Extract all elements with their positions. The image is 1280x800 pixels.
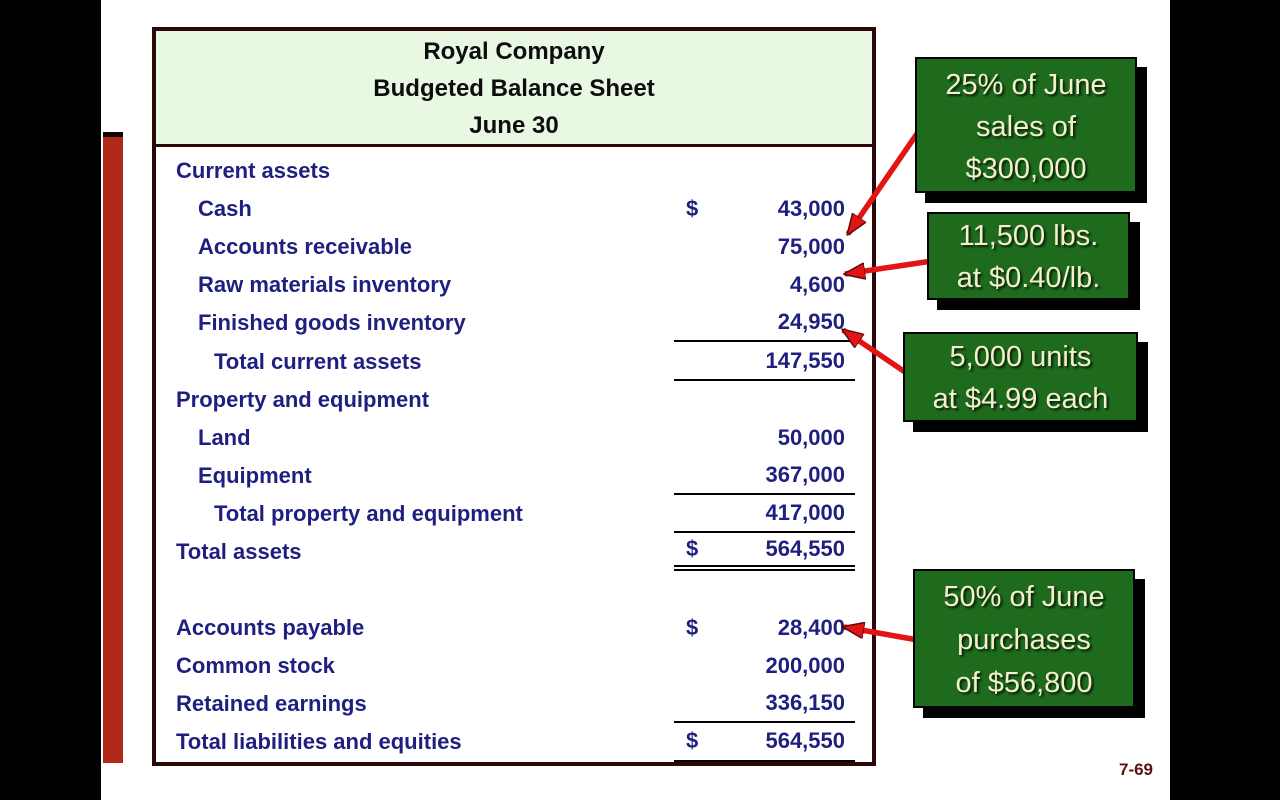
row-values: 4,600 bbox=[674, 266, 855, 304]
row-value: 367,000 bbox=[765, 461, 845, 487]
dollar-sign: $ bbox=[686, 535, 699, 561]
callout-raw-materials: 11,500 lbs. at $0.40/lb. bbox=[927, 212, 1130, 300]
row-value: 564,550 bbox=[765, 728, 845, 754]
row-value: 24,950 bbox=[777, 309, 845, 335]
row-label: Total current assets bbox=[214, 348, 422, 374]
row-label: Finished goods inventory bbox=[198, 310, 466, 336]
table-row: Retained earnings 336,150 bbox=[156, 685, 872, 724]
row-value: 417,000 bbox=[765, 499, 845, 525]
table-row: Property and equipment bbox=[156, 381, 872, 419]
row-values: $28,400 bbox=[674, 609, 855, 647]
row-values: $564,550 bbox=[674, 533, 855, 572]
row-label: Cash bbox=[198, 196, 252, 222]
row-value: 43,000 bbox=[777, 196, 845, 222]
table-row: Accounts receivable 75,000 bbox=[156, 228, 872, 266]
row-value: 147,550 bbox=[765, 347, 845, 373]
table-row: Total assets $564,550 bbox=[156, 533, 872, 572]
row-value: 336,150 bbox=[765, 690, 845, 716]
callout-finished-goods: 5,000 units at $4.99 each bbox=[903, 332, 1138, 422]
balance-sheet-table: Royal Company Budgeted Balance Sheet Jun… bbox=[152, 27, 876, 766]
row-values: 417,000 bbox=[674, 495, 855, 533]
callout-accounts-receivable: 25% of June sales of $300,000 bbox=[915, 57, 1137, 193]
row-values: 336,150 bbox=[674, 685, 855, 724]
table-row: Current assets bbox=[156, 152, 872, 190]
row-value: 75,000 bbox=[777, 234, 845, 260]
row-label: Current assets bbox=[176, 158, 331, 184]
row-value: 564,550 bbox=[765, 535, 845, 561]
row-values: $564,550 bbox=[674, 723, 855, 762]
table-row: Common stock 200,000 bbox=[156, 647, 872, 685]
right-black-bar bbox=[1170, 0, 1280, 800]
callout-text-line: purchases bbox=[957, 624, 1091, 656]
callout-text-line: 25% of June bbox=[945, 69, 1107, 101]
row-value: 4,600 bbox=[789, 272, 845, 298]
row-values bbox=[674, 381, 855, 419]
table-row bbox=[156, 571, 872, 609]
balance-sheet-body: Current assets Cash $43,000 Accounts receiv… bbox=[156, 147, 872, 762]
table-row: Land 50,000 bbox=[156, 419, 872, 457]
company-name: Royal Company bbox=[423, 38, 605, 65]
row-label: Equipment bbox=[198, 462, 312, 488]
row-label: Property and equipment bbox=[176, 386, 430, 412]
table-row: Equipment 367,000 bbox=[156, 457, 872, 495]
callout-text-line: sales of bbox=[976, 111, 1076, 143]
row-label: Raw materials inventory bbox=[198, 272, 452, 298]
row-values: 367,000 bbox=[674, 457, 855, 495]
dollar-sign: $ bbox=[686, 728, 699, 754]
table-row: Cash $43,000 bbox=[156, 190, 872, 228]
row-label: Total property and equipment bbox=[214, 500, 523, 526]
row-value: 200,000 bbox=[765, 653, 845, 679]
left-black-bar bbox=[0, 0, 101, 800]
page-number: 7-69 bbox=[1118, 760, 1154, 779]
row-label: Common stock bbox=[176, 653, 335, 679]
row-values: 24,950 bbox=[674, 304, 855, 343]
callout-text-line: 5,000 units bbox=[949, 341, 1092, 373]
table-row: Total liabilities and equities $564,550 bbox=[156, 723, 872, 762]
row-value: 28,400 bbox=[777, 615, 845, 641]
table-row: Raw materials inventory 4,600 bbox=[156, 266, 872, 304]
callout-text-line: $300,000 bbox=[965, 153, 1087, 185]
table-row: Accounts payable $28,400 bbox=[156, 609, 872, 647]
red-accent-bar bbox=[103, 132, 123, 763]
row-value: 50,000 bbox=[777, 424, 845, 450]
row-label: Land bbox=[198, 424, 251, 450]
row-label: Total assets bbox=[176, 538, 302, 564]
row-label: Retained earnings bbox=[176, 691, 367, 717]
dollar-sign: $ bbox=[686, 615, 699, 641]
callout-text-line: of $56,800 bbox=[955, 667, 1093, 699]
callout-text-line: at $0.40/lb. bbox=[956, 262, 1101, 294]
row-label: Accounts receivable bbox=[198, 234, 412, 260]
row-values: 200,000 bbox=[674, 647, 855, 685]
callout-accounts-payable: 50% of June purchases of $56,800 bbox=[913, 569, 1135, 708]
row-values bbox=[674, 571, 855, 609]
row-label: Accounts payable bbox=[176, 615, 365, 641]
callout-text-line: 11,500 lbs. bbox=[958, 220, 1099, 252]
row-values: 147,550 bbox=[674, 342, 855, 381]
row-values: $43,000 bbox=[674, 190, 855, 228]
row-values: 75,000 bbox=[674, 228, 855, 266]
table-header: Royal Company Budgeted Balance Sheet Jun… bbox=[156, 31, 872, 147]
table-row: Total property and equipment 417,000 bbox=[156, 495, 872, 533]
table-row: Total current assets 147,550 bbox=[156, 342, 872, 381]
row-label: Total liabilities and equities bbox=[176, 729, 462, 755]
row-values: 50,000 bbox=[674, 419, 855, 457]
callout-text-line: 50% of June bbox=[943, 581, 1105, 613]
report-title: Budgeted Balance Sheet bbox=[373, 75, 655, 102]
table-row: Finished goods inventory 24,950 bbox=[156, 304, 872, 343]
callout-text-line: at $4.99 each bbox=[932, 383, 1109, 415]
report-date: June 30 bbox=[469, 112, 559, 139]
dollar-sign: $ bbox=[686, 196, 699, 222]
row-values bbox=[674, 152, 855, 190]
